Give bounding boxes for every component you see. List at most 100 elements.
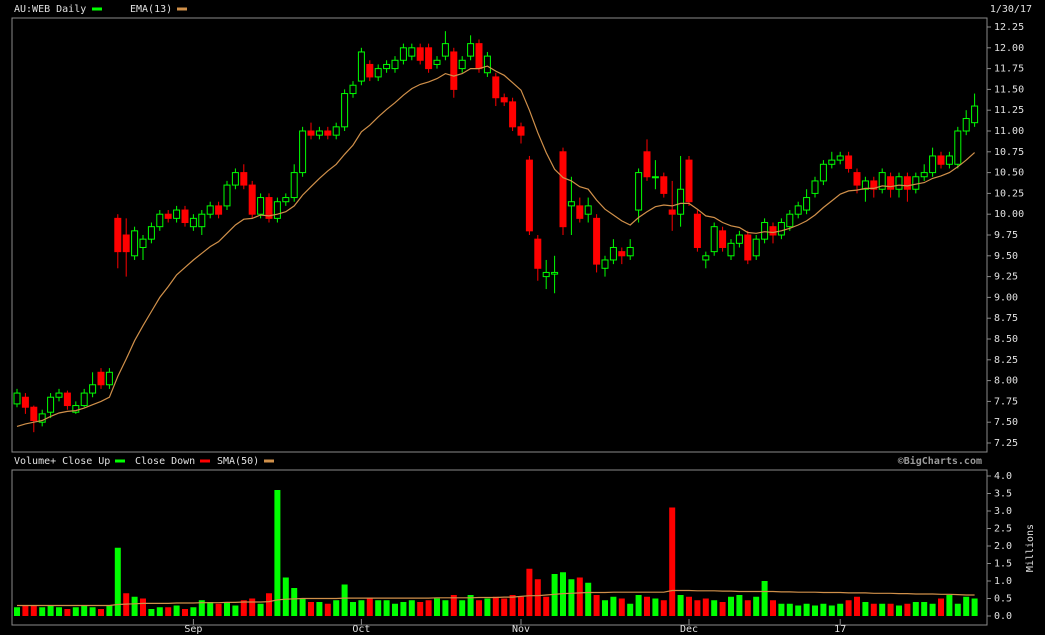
candle-body — [189, 217, 197, 228]
volume-bar — [215, 603, 222, 616]
y-tick-label: 11.50 — [994, 84, 1024, 95]
candle-body — [240, 172, 248, 186]
candle-body — [391, 59, 399, 70]
volume-bar — [501, 598, 508, 616]
volume-bar — [190, 607, 197, 616]
candle-body — [803, 197, 811, 211]
candle-body — [492, 76, 500, 99]
volume-bar — [148, 609, 155, 616]
volume-bar — [56, 607, 62, 616]
candle-body — [55, 392, 63, 398]
volume-bar — [971, 598, 978, 616]
candle-body — [668, 209, 676, 215]
legend-label: Close Down — [135, 456, 195, 467]
candle-body — [475, 43, 483, 70]
y-tick-label: 0.5 — [994, 594, 1012, 605]
x-tick-label: 17 — [834, 624, 846, 635]
volume-bar — [274, 490, 281, 616]
y-tick-label: 8.00 — [994, 376, 1018, 387]
volume-bar — [736, 595, 743, 616]
volume-bar — [198, 600, 205, 616]
candle-body — [727, 242, 735, 257]
y-tick-label: 9.75 — [994, 230, 1018, 241]
candle-body — [47, 396, 55, 413]
volume-bar — [492, 596, 499, 616]
volume-bar — [728, 596, 734, 616]
candle-body — [181, 209, 189, 224]
volume-bar — [828, 605, 835, 616]
volume-bar — [711, 600, 718, 616]
candle-body — [450, 51, 458, 90]
candle-body — [282, 197, 290, 203]
price-panel — [11, 17, 988, 453]
candle-body — [861, 180, 869, 190]
volume-bar — [938, 598, 944, 616]
volume-bar — [660, 600, 667, 616]
volume-bar — [778, 603, 785, 616]
candle-body — [433, 59, 441, 65]
candle-body — [937, 155, 945, 165]
candle-body — [786, 213, 794, 228]
y-tick-label: 8.25 — [994, 355, 1018, 366]
candle-body — [593, 217, 601, 265]
volume-bar — [694, 600, 701, 616]
candle-body — [299, 130, 307, 174]
volume-bar — [770, 600, 776, 616]
candle-body — [374, 68, 382, 78]
volume-bar — [854, 596, 860, 616]
volume-bar — [417, 602, 424, 616]
volume-bar — [669, 507, 676, 616]
y-tick-label: 8.75 — [994, 313, 1018, 324]
volume-bar — [358, 600, 365, 616]
volume-bar — [845, 600, 852, 616]
candle-body — [651, 176, 659, 179]
candle-body — [139, 238, 147, 248]
volume-bar — [602, 600, 608, 616]
candle-body — [811, 180, 819, 194]
volume-bar — [308, 602, 314, 616]
y-tick-label: 10.00 — [994, 209, 1024, 220]
candle-body — [357, 51, 365, 82]
line — [17, 589, 975, 607]
volume-bar — [576, 577, 583, 616]
candle-body — [626, 246, 634, 257]
candle-body — [458, 59, 466, 70]
credit: ©BigCharts.com — [898, 455, 982, 467]
volume-bar — [39, 607, 46, 616]
x-tick-label: Dec — [680, 624, 698, 635]
candle-body — [609, 246, 617, 261]
candle-body — [761, 222, 769, 240]
volume-bar — [635, 595, 642, 616]
line — [16, 65, 975, 427]
volume-bar — [14, 607, 20, 616]
volume-bar — [610, 596, 617, 616]
candle-body — [643, 151, 651, 178]
candle-body — [895, 176, 903, 190]
candle-body — [198, 213, 206, 228]
volume-bar — [744, 600, 751, 616]
volume-bar — [140, 598, 146, 616]
volume-bar — [257, 603, 264, 616]
candle-body — [215, 205, 223, 215]
volume-bar — [518, 596, 524, 616]
y-tick-label: 12.25 — [994, 22, 1024, 33]
candle-body — [265, 197, 273, 219]
y-tick-label: 1.5 — [994, 559, 1012, 570]
candle-body — [223, 184, 231, 207]
candle-body — [307, 130, 315, 136]
volume-bar — [425, 600, 432, 616]
volume-bar — [266, 593, 272, 616]
candle-body — [567, 201, 575, 207]
volume-bar — [341, 584, 348, 616]
volume-bar — [400, 602, 407, 616]
candle-body — [794, 205, 802, 215]
y-axis-label: Millions — [1025, 524, 1036, 572]
candle-body — [122, 234, 130, 253]
candle-body — [971, 105, 979, 124]
volume-bar — [963, 596, 970, 616]
volume-bar — [282, 577, 289, 616]
candle-body — [525, 159, 533, 232]
candle-body — [769, 226, 777, 236]
